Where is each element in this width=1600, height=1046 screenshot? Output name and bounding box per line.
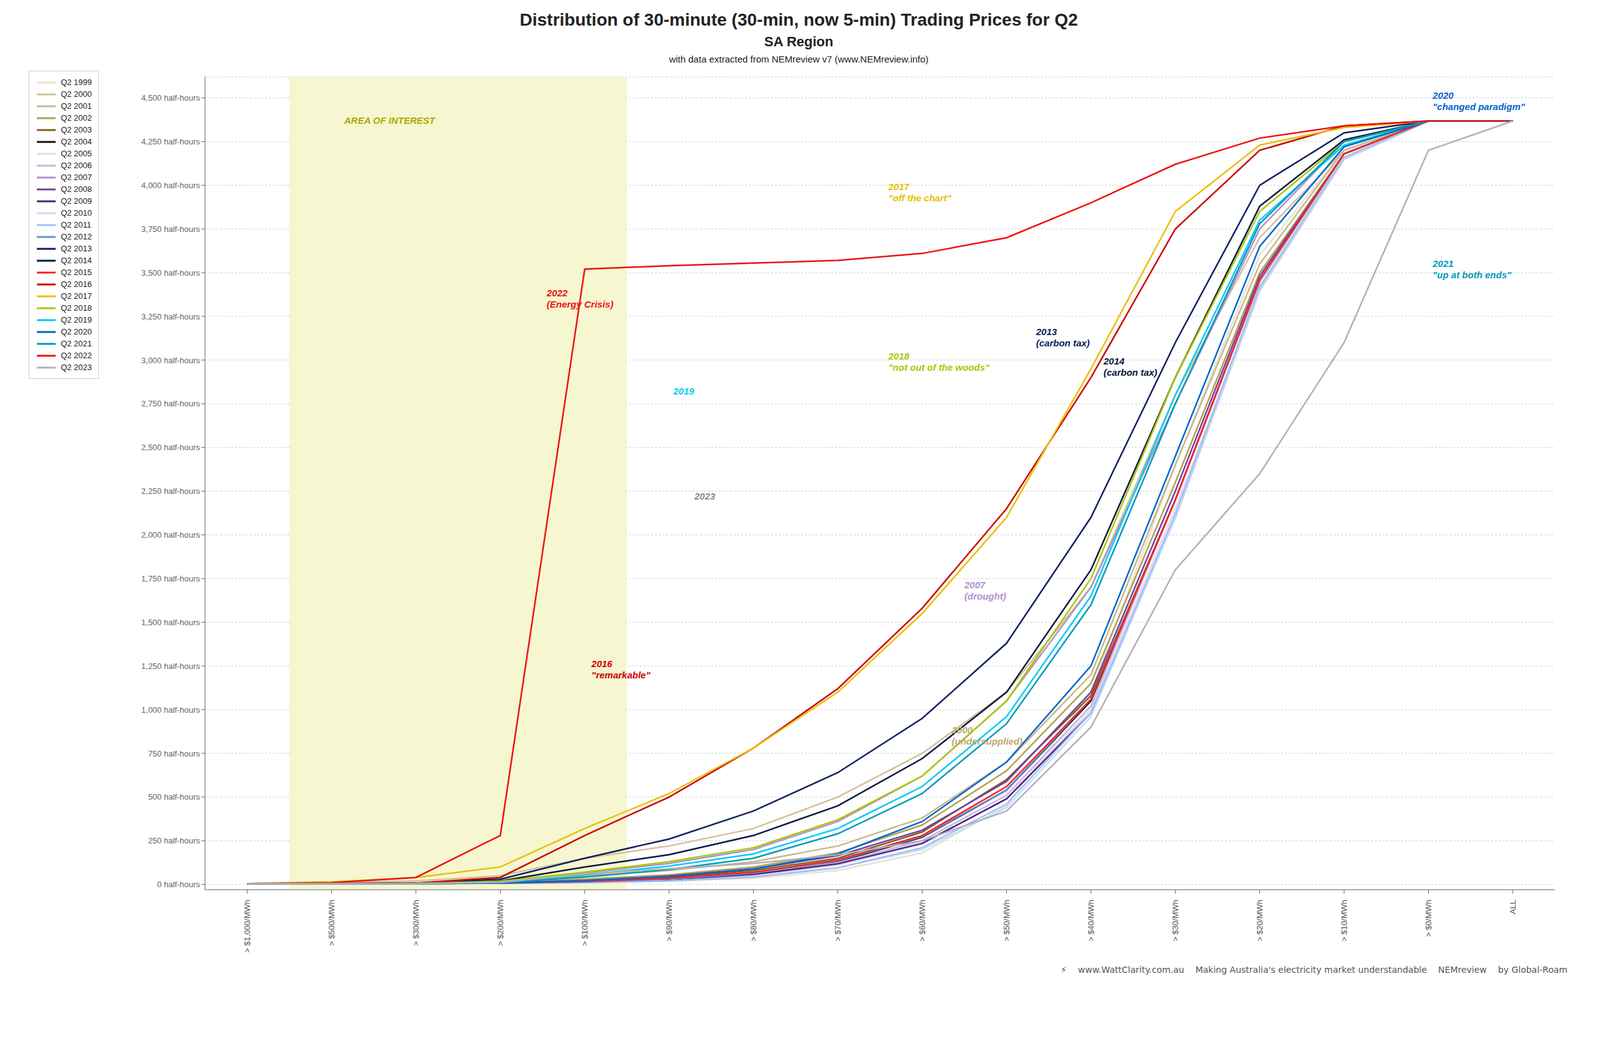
svg-text:> $50/MWh: > $50/MWh (1001, 899, 1012, 942)
svg-text:2023: 2023 (693, 490, 716, 502)
svg-text:2,250 half-hours: 2,250 half-hours (141, 486, 200, 496)
html-text:Q2 2023: Q2 2023 (60, 362, 92, 372)
html-text:Q2 2012: Q2 2012 (60, 231, 92, 242)
svg-text:750 half-hours: 750 half-hours (148, 748, 201, 759)
html-text:Q2 2020: Q2 2020 (60, 326, 92, 337)
svg-text:> $10/MWh: > $10/MWh (1339, 899, 1349, 942)
svg-text:2017"off the chart": 2017"off the chart" (888, 181, 953, 204)
html-text:Q2 2000: Q2 2000 (60, 89, 92, 99)
svg-text:3,500 half-hours: 3,500 half-hours (141, 268, 200, 278)
svg-text:2021"up at both ends": 2021"up at both ends" (1431, 258, 1512, 280)
html-text:by Global-Roam: by Global-Roam (1498, 964, 1568, 975)
svg-text:> $70/MWh: > $70/MWh (833, 899, 843, 942)
svg-text:> $0/MWh: > $0/MWh (1423, 899, 1434, 937)
html-text:Q2 2014: Q2 2014 (60, 255, 92, 265)
svg-text:> $500/MWh: > $500/MWh (326, 899, 337, 946)
svg-text:> $60/MWh: > $60/MWh (917, 899, 927, 942)
svg-text:1,000 half-hours: 1,000 half-hours (141, 705, 200, 715)
html-text:Q2 2018: Q2 2018 (60, 303, 92, 313)
svg-text:500 half-hours: 500 half-hours (148, 791, 201, 802)
svg-text:2007(drought): 2007(drought) (963, 579, 1007, 602)
svg-text:2022(Energy Crisis): 2022(Energy Crisis) (546, 287, 614, 310)
svg-text:> $1,000/MWh: > $1,000/MWh (242, 899, 252, 953)
html-text:Q2 2004: Q2 2004 (60, 136, 92, 147)
svg-text:1,750 half-hours: 1,750 half-hours (141, 573, 200, 584)
svg-text:4,000 half-hours: 4,000 half-hours (141, 180, 200, 190)
svg-text:> $40/MWh: > $40/MWh (1086, 899, 1096, 942)
svg-text:> $200/MWh: > $200/MWh (495, 899, 505, 946)
svg-text:2018"not out of the woods": 2018"not out of the woods" (888, 350, 991, 373)
html-text:Q2 2009: Q2 2009 (60, 196, 92, 206)
html-text:Q2 2007: Q2 2007 (60, 172, 92, 182)
html-text:Q2 2006: Q2 2006 (60, 160, 92, 170)
html-text:Q2 2001: Q2 2001 (60, 101, 92, 111)
svg-text:2,750 half-hours: 2,750 half-hours (141, 398, 200, 409)
svg-text:2016"remarkable": 2016"remarkable" (590, 658, 651, 680)
html-text:www.WattClarity.com.au: www.WattClarity.com.au (1078, 964, 1185, 975)
svg-text:2000(undersupplied): 2000(undersupplied) (951, 724, 1023, 747)
svg-text:> $100/MWh: > $100/MWh (580, 899, 590, 946)
svg-text:1,250 half-hours: 1,250 half-hours (141, 661, 200, 671)
svg-text:> $300/MWh: > $300/MWh (411, 899, 421, 946)
svg-text:3,750 half-hours: 3,750 half-hours (141, 224, 200, 234)
html-text:Q2 2003: Q2 2003 (60, 125, 92, 135)
svg-text:2019: 2019 (672, 385, 695, 397)
html-text:NEMreview: NEMreview (1438, 964, 1487, 975)
svg-text:3,000 half-hours: 3,000 half-hours (141, 355, 200, 365)
html-text:Q2 2011: Q2 2011 (60, 220, 92, 230)
html-text:Making Australia's electricity: Making Australia's electricity market un… (1195, 964, 1427, 975)
svg-text:250 half-hours: 250 half-hours (148, 835, 201, 845)
html-text:Q2 2005: Q2 2005 (60, 148, 92, 159)
svg-text:2,500 half-hours: 2,500 half-hours (141, 442, 200, 452)
html-text:Q2 1999: Q2 1999 (60, 77, 92, 87)
svg-text:2013(carbon tax): 2013(carbon tax) (1035, 326, 1090, 349)
html-text:Q2 2015: Q2 2015 (60, 267, 92, 277)
svg-text:0 half-hours: 0 half-hours (156, 879, 200, 889)
svg-text:4,250 half-hours: 4,250 half-hours (141, 136, 200, 147)
svg-text:> $30/MWh: > $30/MWh (1170, 899, 1180, 942)
svg-text:> $90/MWh: > $90/MWh (664, 899, 674, 942)
svg-text:ALL: ALL (1508, 899, 1518, 914)
html-text:Q2 2017: Q2 2017 (60, 291, 92, 301)
html-text:Distribution of 30-minute (30-: Distribution of 30-minute (30-min, now 5… (519, 10, 1078, 30)
svg-text:> $20/MWh: > $20/MWh (1255, 899, 1265, 942)
html-text:Q2 2002: Q2 2002 (60, 113, 92, 123)
html-text:Q2 2021: Q2 2021 (60, 338, 92, 349)
svg-text:1,500 half-hours: 1,500 half-hours (141, 617, 200, 627)
html-text:Q2 2022: Q2 2022 (60, 350, 92, 360)
svg-text:2020"changed paradigm": 2020"changed paradigm" (1431, 90, 1525, 112)
html-text:Q2 2019: Q2 2019 (60, 315, 92, 325)
html-text:Q2 2013: Q2 2013 (60, 243, 92, 254)
html-text:SA Region: SA Region (764, 33, 834, 50)
svg-text:2014(carbon tax): 2014(carbon tax) (1103, 355, 1158, 378)
html-text:Q2 2016: Q2 2016 (60, 279, 92, 289)
svg-text:> $80/MWh: > $80/MWh (748, 899, 759, 942)
html-text:Q2 2008: Q2 2008 (60, 184, 92, 194)
html-text:Q2 2010: Q2 2010 (60, 208, 92, 218)
svg-text:3,250 half-hours: 3,250 half-hours (141, 311, 200, 322)
html-text:with data extracted from NEMre: with data extracted from NEMreview v7 (w… (669, 53, 929, 65)
svg-text:2,000 half-hours: 2,000 half-hours (141, 530, 200, 540)
svg-text:4,500 half-hours: 4,500 half-hours (141, 93, 200, 103)
svg-text:AREA OF INTEREST: AREA OF INTEREST (343, 115, 437, 126)
